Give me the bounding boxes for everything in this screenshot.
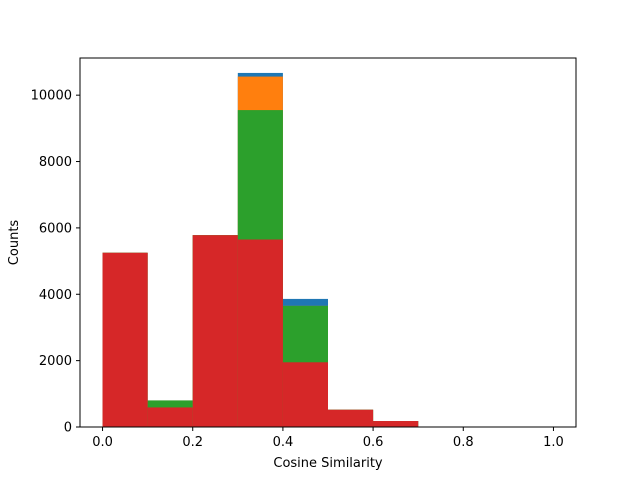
y-tick-label: 10000 (31, 89, 72, 104)
bar-series-3-bin-4 (282, 362, 328, 427)
y-tick-label: 8000 (39, 155, 72, 170)
bar-series-3-bin-2 (192, 235, 238, 427)
y-tick-label: 6000 (39, 221, 72, 236)
y-axis-label: Counts (7, 220, 22, 266)
plot-frame (79, 57, 577, 428)
y-axis-ticks: 0 2000 4000 6000 8000 10000 (31, 89, 80, 436)
y-tick-label: 2000 (39, 354, 72, 369)
bar-series-3-bin-0 (102, 252, 148, 427)
bar-series-3-bin-5 (328, 409, 374, 427)
x-tick-label: 0.6 (363, 435, 384, 450)
x-tick-label: 1.0 (543, 435, 564, 450)
y-tick-label: 0 (64, 421, 72, 436)
x-axis-ticks: 0.0 0.2 0.4 0.6 0.8 1.0 (92, 427, 564, 450)
x-tick-label: 0.2 (182, 435, 203, 450)
bar-series-3-bin-1 (147, 407, 193, 427)
x-tick-label: 0.4 (273, 435, 294, 450)
x-tick-label: 0.8 (453, 435, 474, 450)
bar-series-3-bin-6 (373, 421, 419, 427)
x-tick-label: 0.0 (92, 435, 113, 450)
bar-series-3-bin-3 (237, 239, 283, 427)
x-axis-label: Cosine Similarity (273, 456, 383, 471)
bars-layer (102, 72, 419, 427)
y-tick-label: 4000 (39, 288, 72, 303)
